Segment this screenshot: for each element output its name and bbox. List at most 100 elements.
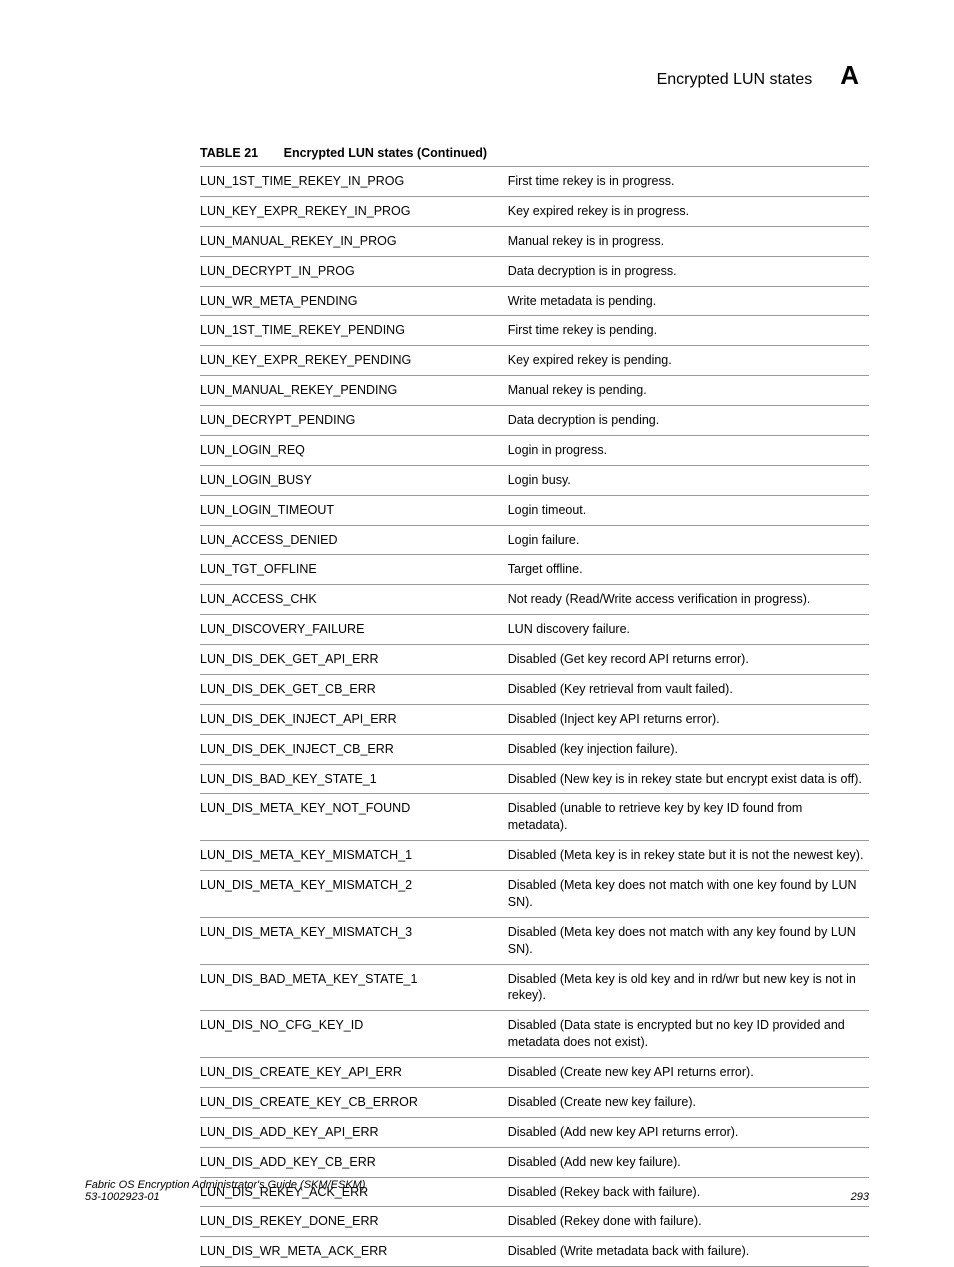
table-row: LUN_TGT_OFFLINETarget offline. (200, 555, 869, 585)
description-cell: First time rekey is in progress. (508, 167, 869, 197)
state-cell: LUN_DECRYPT_IN_PROG (200, 256, 508, 286)
description-cell: Disabled (Meta key does not match with o… (508, 871, 869, 918)
table-row: LUN_DIS_BAD_META_KEY_STATE_1Disabled (Me… (200, 964, 869, 1011)
description-cell: Data decryption is in progress. (508, 256, 869, 286)
description-cell: Login timeout. (508, 495, 869, 525)
doc-number: 53-1002923-01 (85, 1191, 365, 1203)
state-cell: LUN_DIS_CREATE_KEY_CB_ERROR (200, 1087, 508, 1117)
state-cell: LUN_DIS_ADD_KEY_CB_ERR (200, 1147, 508, 1177)
state-cell: LUN_LOGIN_TIMEOUT (200, 495, 508, 525)
description-cell: Login busy. (508, 465, 869, 495)
table-row: LUN_DIS_ADD_KEY_API_ERRDisabled (Add new… (200, 1117, 869, 1147)
table-row: LUN_ACCESS_CHKNot ready (Read/Write acce… (200, 585, 869, 615)
table-row: LUN_1ST_TIME_REKEY_IN_PROGFirst time rek… (200, 167, 869, 197)
description-cell: Login in progress. (508, 435, 869, 465)
description-cell: Disabled (New key is in rekey state but … (508, 764, 869, 794)
state-cell: LUN_DECRYPT_PENDING (200, 406, 508, 436)
page-header: Encrypted LUN states A (85, 60, 869, 91)
description-cell: Disabled (Write metadata back with failu… (508, 1237, 869, 1267)
table-row: LUN_ACCESS_DENIEDLogin failure. (200, 525, 869, 555)
description-cell: Disabled (Rekey done with failure). (508, 1207, 869, 1237)
table-number: TABLE 21 (200, 146, 258, 160)
state-cell: LUN_DIS_NO_CFG_KEY_ID (200, 1011, 508, 1058)
description-cell: Target offline. (508, 555, 869, 585)
state-cell: LUN_DIS_DEK_INJECT_CB_ERR (200, 734, 508, 764)
state-cell: LUN_WR_META_PENDING (200, 286, 508, 316)
description-cell: Disabled (key injection failure). (508, 734, 869, 764)
doc-title: Fabric OS Encryption Administrator's Gui… (85, 1179, 365, 1191)
table-row: LUN_DIS_DEK_GET_API_ERRDisabled (Get key… (200, 645, 869, 675)
table-caption: TABLE 21 Encrypted LUN states (Continued… (200, 146, 869, 160)
state-cell: LUN_DIS_META_KEY_MISMATCH_3 (200, 917, 508, 964)
description-cell: Data decryption is pending. (508, 406, 869, 436)
state-cell: LUN_DISCOVERY_FAILURE (200, 615, 508, 645)
state-cell: LUN_DIS_META_KEY_MISMATCH_2 (200, 871, 508, 918)
state-cell: LUN_ACCESS_CHK (200, 585, 508, 615)
table-row: LUN_DECRYPT_PENDINGData decryption is pe… (200, 406, 869, 436)
description-cell: Disabled (Add new key failure). (508, 1147, 869, 1177)
state-cell: LUN_LOGIN_REQ (200, 435, 508, 465)
description-cell: Disabled (Meta key is in rekey state but… (508, 841, 869, 871)
state-cell: LUN_KEY_EXPR_REKEY_PENDING (200, 346, 508, 376)
appendix-letter: A (840, 60, 859, 91)
table-row: LUN_LOGIN_REQLogin in progress. (200, 435, 869, 465)
description-cell: Write metadata is pending. (508, 286, 869, 316)
description-cell: LUN discovery failure. (508, 615, 869, 645)
page-footer: Fabric OS Encryption Administrator's Gui… (85, 1179, 869, 1203)
state-cell: LUN_KEY_EXPR_REKEY_IN_PROG (200, 196, 508, 226)
table-row: LUN_KEY_EXPR_REKEY_IN_PROGKey expired re… (200, 196, 869, 226)
table-row: LUN_MANUAL_REKEY_IN_PROGManual rekey is … (200, 226, 869, 256)
table-row: LUN_DIS_DEK_INJECT_CB_ERRDisabled (key i… (200, 734, 869, 764)
description-cell: Disabled (Create new key failure). (508, 1087, 869, 1117)
document-page: Encrypted LUN states A TABLE 21 Encrypte… (0, 0, 954, 1235)
table-row: LUN_DIS_BAD_KEY_STATE_1Disabled (New key… (200, 764, 869, 794)
state-cell: LUN_DIS_CREATE_KEY_API_ERR (200, 1058, 508, 1088)
state-cell: LUN_DIS_BAD_KEY_STATE_1 (200, 764, 508, 794)
table-row: LUN_DIS_ADD_KEY_CB_ERRDisabled (Add new … (200, 1147, 869, 1177)
description-cell: Not ready (Read/Write access verificatio… (508, 585, 869, 615)
state-cell: LUN_LOGIN_BUSY (200, 465, 508, 495)
table-row: LUN_1ST_TIME_REKEY_PENDINGFirst time rek… (200, 316, 869, 346)
table-row: LUN_DIS_REKEY_DONE_ERRDisabled (Rekey do… (200, 1207, 869, 1237)
description-cell: Key expired rekey is in progress. (508, 196, 869, 226)
table-row: LUN_WR_META_PENDINGWrite metadata is pen… (200, 286, 869, 316)
state-cell: LUN_DIS_DEK_GET_API_ERR (200, 645, 508, 675)
lun-states-table: LUN_1ST_TIME_REKEY_IN_PROGFirst time rek… (200, 166, 869, 1267)
state-cell: LUN_1ST_TIME_REKEY_IN_PROG (200, 167, 508, 197)
state-cell: LUN_1ST_TIME_REKEY_PENDING (200, 316, 508, 346)
description-cell: Disabled (Meta key does not match with a… (508, 917, 869, 964)
footer-left: Fabric OS Encryption Administrator's Gui… (85, 1179, 365, 1203)
description-cell: Disabled (Meta key is old key and in rd/… (508, 964, 869, 1011)
table-row: LUN_MANUAL_REKEY_PENDINGManual rekey is … (200, 376, 869, 406)
description-cell: Disabled (Get key record API returns err… (508, 645, 869, 675)
table-row: LUN_DIS_META_KEY_MISMATCH_3Disabled (Met… (200, 917, 869, 964)
description-cell: Disabled (Data state is encrypted but no… (508, 1011, 869, 1058)
table-title: Encrypted LUN states (Continued) (284, 146, 488, 160)
description-cell: Disabled (Add new key API returns error)… (508, 1117, 869, 1147)
table-row: LUN_DIS_NO_CFG_KEY_IDDisabled (Data stat… (200, 1011, 869, 1058)
description-cell: Manual rekey is pending. (508, 376, 869, 406)
state-cell: LUN_TGT_OFFLINE (200, 555, 508, 585)
table-row: LUN_DIS_CREATE_KEY_API_ERRDisabled (Crea… (200, 1058, 869, 1088)
state-cell: LUN_DIS_META_KEY_NOT_FOUND (200, 794, 508, 841)
description-cell: Disabled (Inject key API returns error). (508, 704, 869, 734)
state-cell: LUN_DIS_REKEY_DONE_ERR (200, 1207, 508, 1237)
state-cell: LUN_DIS_DEK_INJECT_API_ERR (200, 704, 508, 734)
state-cell: LUN_MANUAL_REKEY_PENDING (200, 376, 508, 406)
description-cell: Disabled (Create new key API returns err… (508, 1058, 869, 1088)
section-title: Encrypted LUN states (657, 71, 813, 89)
table-row: LUN_DIS_WR_META_ACK_ERRDisabled (Write m… (200, 1237, 869, 1267)
description-cell: Disabled (Key retrieval from vault faile… (508, 674, 869, 704)
table-row: LUN_LOGIN_BUSYLogin busy. (200, 465, 869, 495)
state-cell: LUN_DIS_WR_META_ACK_ERR (200, 1237, 508, 1267)
table-row: LUN_DIS_META_KEY_MISMATCH_2Disabled (Met… (200, 871, 869, 918)
state-cell: LUN_DIS_BAD_META_KEY_STATE_1 (200, 964, 508, 1011)
state-cell: LUN_ACCESS_DENIED (200, 525, 508, 555)
state-cell: LUN_DIS_ADD_KEY_API_ERR (200, 1117, 508, 1147)
description-cell: Login failure. (508, 525, 869, 555)
table-row: LUN_DIS_META_KEY_NOT_FOUNDDisabled (unab… (200, 794, 869, 841)
description-cell: Manual rekey is in progress. (508, 226, 869, 256)
table-row: LUN_KEY_EXPR_REKEY_PENDINGKey expired re… (200, 346, 869, 376)
description-cell: Key expired rekey is pending. (508, 346, 869, 376)
content-area: TABLE 21 Encrypted LUN states (Continued… (200, 146, 869, 1267)
